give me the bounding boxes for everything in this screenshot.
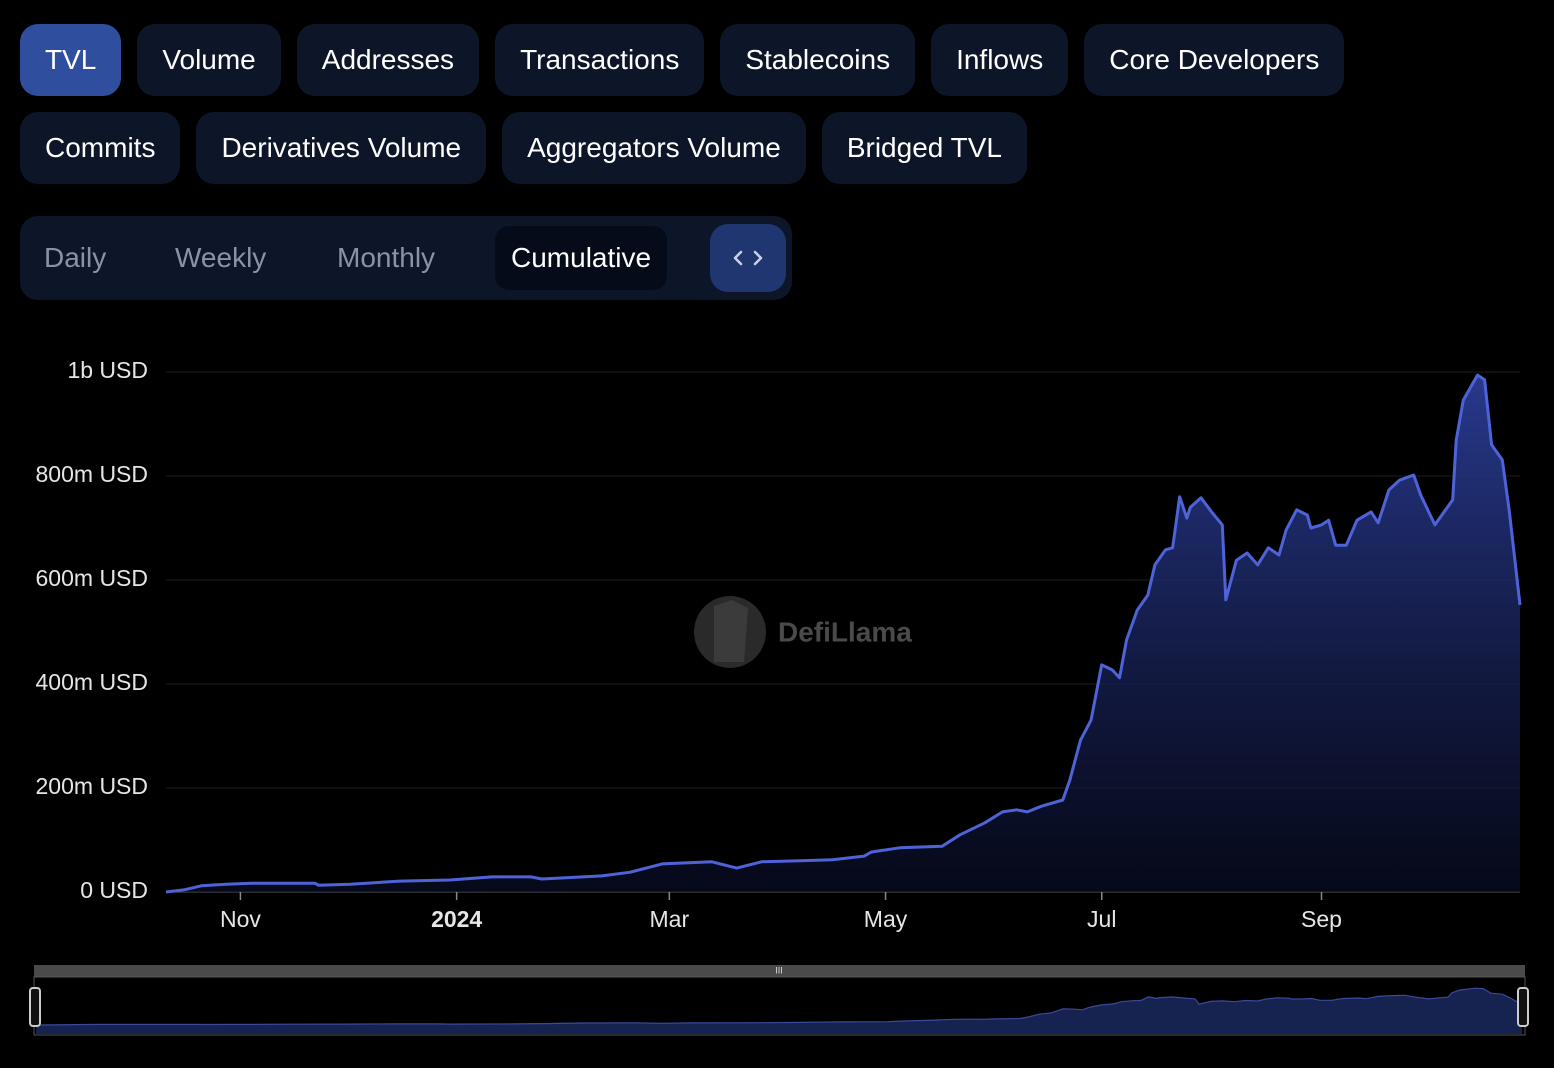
y-tick-label: 400m USD (36, 669, 148, 695)
period-tabs: Daily Weekly Monthly Cumulative (20, 216, 792, 300)
brush-handle[interactable] (29, 987, 41, 1027)
metric-tab[interactable]: Core Developers (1084, 24, 1345, 96)
embed-button[interactable] (710, 224, 786, 292)
chart: DefiLlama III 0 USD 200m USD 400m USD 600m … (29, 357, 1529, 1036)
metric-tab[interactable]: TVL (20, 24, 122, 96)
x-tick-label: Mar (650, 906, 690, 932)
line (165, 373, 1522, 894)
brush-bar[interactable] (34, 965, 1525, 977)
y-tick-label: 1b USD (67, 357, 148, 383)
overview-line (35, 987, 1523, 1026)
y-tick-label: 0 USD (80, 877, 148, 903)
embed-icon (733, 250, 763, 266)
x-tick-label: Jul (1087, 906, 1116, 932)
x-tick-label: May (864, 906, 908, 932)
period-tab[interactable]: Cumulative (495, 226, 668, 290)
period-tab[interactable]: Daily (44, 242, 107, 273)
period-tab[interactable]: Monthly (337, 242, 436, 273)
metric-tab[interactable]: Addresses (296, 24, 480, 96)
brush-handle[interactable] (1517, 987, 1529, 1027)
y-tick-label: 200m USD (36, 773, 148, 799)
metric-tab[interactable]: Stablecoins (720, 24, 916, 96)
metric-tab[interactable]: Aggregators Volume (502, 112, 806, 184)
metric-tab[interactable]: Bridged TVL (821, 112, 1027, 184)
metric-tab[interactable]: Volume (137, 24, 281, 96)
metric-tab[interactable]: Transactions (495, 24, 705, 96)
overview-area (36, 988, 1522, 1034)
x-tick-label: Nov (220, 906, 261, 932)
watermark-logo (694, 596, 766, 668)
metric-tab[interactable]: Derivatives Volume (196, 112, 487, 184)
metric-tab[interactable]: Commits (20, 112, 181, 184)
brush-grip[interactable]: III (775, 965, 783, 975)
x-tick-label: Sep (1301, 906, 1342, 932)
y-tick-label: 800m USD (36, 461, 148, 487)
y-tick-label: 600m USD (36, 565, 148, 591)
metric-tab[interactable]: Inflows (931, 24, 1069, 96)
period-tab[interactable]: Weekly (175, 242, 267, 273)
watermark: DefiLlama (778, 616, 912, 647)
x-tick-label: 2024 (431, 906, 482, 932)
metric-tabs: TVL Volume Addresses Transactions Stablecoin… (20, 24, 1420, 184)
